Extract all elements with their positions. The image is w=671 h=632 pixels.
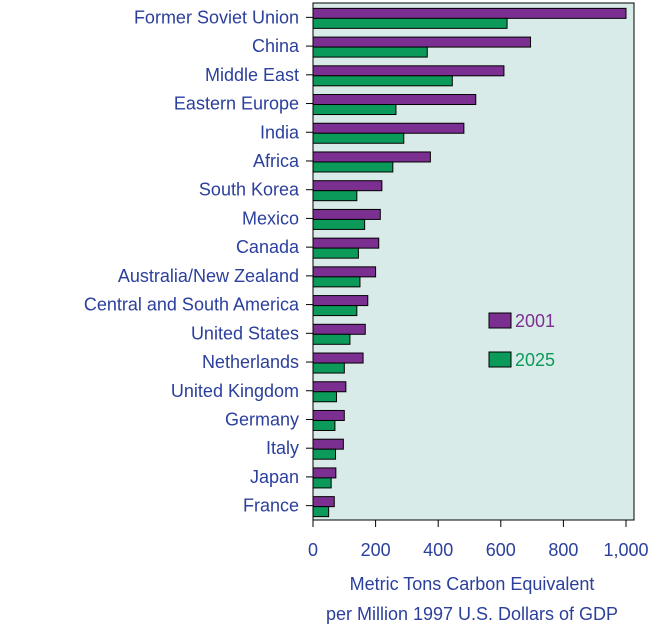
bar-australia-new-zealand-2025 — [312, 276, 361, 288]
legend-swatch-2001 — [488, 312, 512, 329]
bars-group — [312, 7, 627, 518]
x-axis: 0 200 400 600 800 1,000 — [308, 520, 649, 560]
bar-india-2025 — [312, 132, 405, 144]
bar-africa-2001 — [312, 151, 431, 163]
bar-netherlands-2001 — [312, 352, 364, 364]
legend-label-2001: 2001 — [515, 311, 555, 331]
bar-africa-2025 — [312, 161, 394, 173]
legend-label-2025: 2025 — [515, 350, 555, 370]
category-label-south-korea: South Korea — [199, 180, 300, 200]
bar-eastern-europe-2025 — [312, 104, 397, 116]
bar-middle-east-2001 — [312, 65, 505, 77]
category-ticks — [306, 16, 313, 507]
bar-south-korea-2025 — [312, 190, 358, 202]
category-label-germany: Germany — [225, 409, 299, 429]
category-label-eastern-europe: Eastern Europe — [174, 94, 299, 114]
bar-central-and-south-america-2025 — [312, 305, 358, 317]
x-tick-label-600: 600 — [486, 540, 516, 560]
category-label-india: India — [260, 122, 300, 142]
bar-mexico-2001 — [312, 208, 381, 220]
bar-united-states-2001 — [312, 323, 366, 335]
bar-germany-2025 — [312, 419, 336, 431]
bar-italy-2001 — [312, 438, 344, 450]
x-tick-label-0: 0 — [308, 540, 318, 560]
bar-former-soviet-union-2025 — [312, 17, 508, 29]
category-label-united-kingdom: United Kingdom — [171, 381, 299, 401]
bar-south-korea-2001 — [312, 180, 383, 192]
plot-area — [312, 2, 635, 521]
category-label-former-soviet-union: Former Soviet Union — [134, 7, 299, 27]
bar-france-2025 — [312, 506, 330, 518]
legend-swatch-2025 — [488, 351, 512, 368]
category-label-mexico: Mexico — [242, 208, 299, 228]
bar-france-2001 — [312, 496, 335, 508]
x-tick-label-200: 200 — [361, 540, 391, 560]
bar-united-kingdom-2025 — [312, 391, 337, 403]
category-labels: Former Soviet Union China Middle East Easte… — [84, 7, 300, 515]
bar-italy-2025 — [312, 448, 337, 460]
category-label-japan: Japan — [250, 467, 299, 487]
bar-japan-2001 — [312, 467, 337, 479]
x-tick-label-1000: 1,000 — [603, 540, 648, 560]
bar-china-2001 — [312, 36, 532, 48]
bar-australia-new-zealand-2001 — [312, 266, 377, 278]
category-label-united-states: United States — [191, 323, 299, 343]
category-label-canada: Canada — [236, 237, 300, 257]
x-axis-label-line-1: Metric Tons Carbon Equivalent — [350, 574, 595, 594]
category-label-middle-east: Middle East — [205, 65, 299, 85]
bar-canada-2025 — [312, 247, 359, 259]
bar-china-2025 — [312, 46, 428, 58]
category-label-africa: Africa — [253, 151, 300, 171]
bar-canada-2001 — [312, 237, 380, 249]
x-tick-label-800: 800 — [548, 540, 578, 560]
bar-eastern-europe-2001 — [312, 94, 477, 106]
category-label-australia-new-zealand: Australia/New Zealand — [118, 266, 299, 286]
bar-middle-east-2025 — [312, 75, 453, 87]
bar-germany-2001 — [312, 409, 345, 421]
category-label-france: France — [243, 496, 299, 516]
x-axis-label-line-2: per Million 1997 U.S. Dollars of GDP — [326, 604, 618, 624]
category-label-central-and-south-america: Central and South America — [84, 295, 300, 315]
bar-united-kingdom-2001 — [312, 381, 347, 393]
x-tick-label-400: 400 — [423, 540, 453, 560]
bar-netherlands-2025 — [312, 362, 345, 374]
bar-central-and-south-america-2001 — [312, 295, 369, 307]
bar-mexico-2025 — [312, 218, 366, 230]
bar-india-2001 — [312, 122, 465, 134]
category-label-netherlands: Netherlands — [202, 352, 299, 372]
category-label-italy: Italy — [266, 438, 299, 458]
bar-japan-2025 — [312, 477, 332, 489]
legend: 2001 2025 — [488, 311, 555, 370]
bar-united-states-2025 — [312, 333, 351, 345]
category-label-china: China — [252, 36, 300, 56]
bar-former-soviet-union-2001 — [312, 7, 627, 19]
